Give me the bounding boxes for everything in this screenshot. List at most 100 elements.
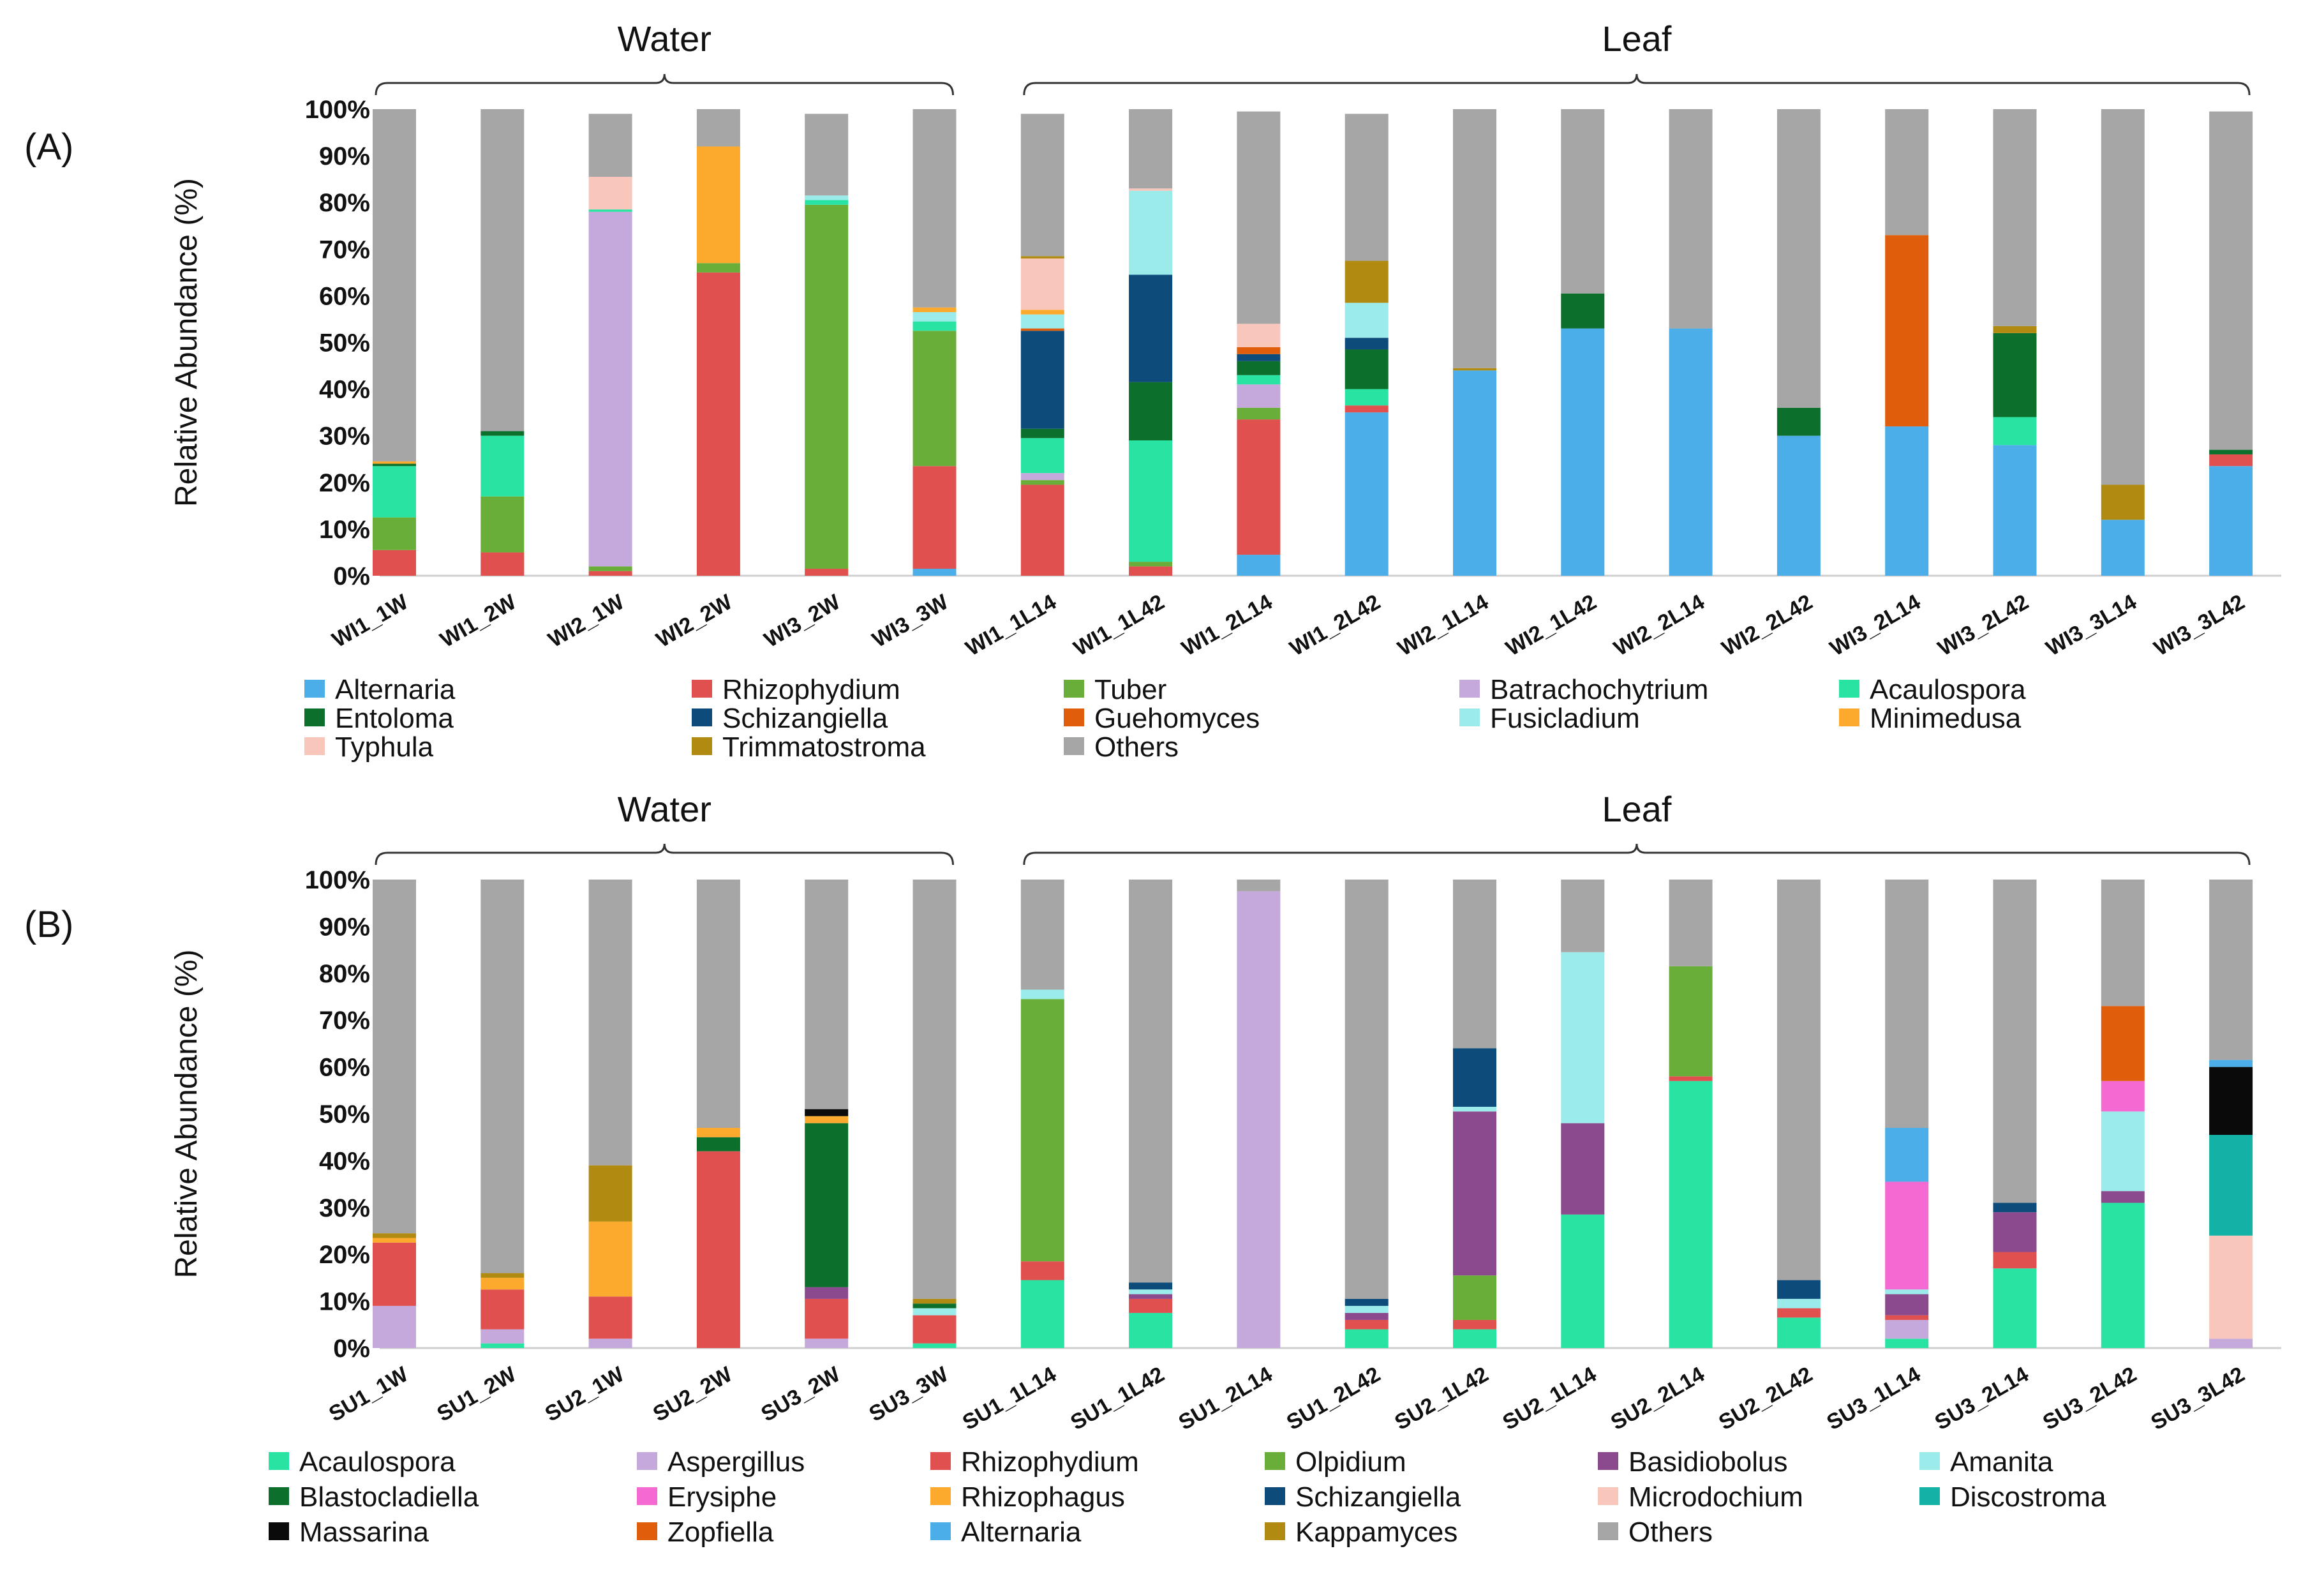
legend-swatch-kappamyces <box>1265 1522 1285 1540</box>
bar-segment-wi3-3w-acaulospora <box>912 321 957 331</box>
legend-label-minimedusa: Minimedusa <box>1870 703 2022 734</box>
bar-segment-wi3-2l42-alternaria <box>1993 445 2037 576</box>
bar-segment-wi3-2w-fusicladium <box>805 195 849 200</box>
bar-segment-su1-2w-kappamyces <box>480 1273 525 1278</box>
bar-segment-su2-2w-others <box>696 880 740 1128</box>
bar-segment-su1-1l42-schizangiella <box>1129 1282 1173 1290</box>
legend-label-microdochium: Microdochium <box>1628 1481 1803 1513</box>
bar-segment-su2-2l42-schizangiella <box>1777 1280 1821 1299</box>
bar-segment-su3-3w-amanita <box>912 1308 957 1315</box>
y-tick-label: 40% <box>319 1147 370 1175</box>
bar-segment-su3-1l14-basidiobolus <box>1885 1294 1929 1315</box>
bar-segment-su3-1l14-amanita <box>1885 1289 1929 1294</box>
bar-segment-wi1-2l14-tuber <box>1237 407 1281 420</box>
bar-segment-su1-1l42-rhizophydium <box>1129 1298 1173 1313</box>
bar-segment-su3-2w-rhizophagus <box>805 1116 849 1123</box>
bar-segment-wi1-1l14-others <box>1020 114 1064 257</box>
panel-label: (B) <box>24 904 73 945</box>
x-tick-label-wi1-1l14: WI1_1L14 <box>962 590 1061 661</box>
bar-segment-wi1-2l14-guehomyces <box>1237 347 1281 354</box>
bar-segment-su1-2w-acaulospora <box>480 1343 525 1348</box>
legend-swatch-acaulospora <box>269 1452 289 1470</box>
legend-swatch-blastocladiella <box>269 1487 289 1505</box>
x-tick-label-su2-1l42: SU2_1L42 <box>1390 1362 1493 1435</box>
bar-segment-su3-3l42-discostroma <box>2209 1135 2253 1236</box>
bar-segment-su2-2l42-acaulospora <box>1777 1317 1821 1348</box>
legend-swatch-acaulospora <box>1839 680 1859 698</box>
legend-label-guehomyces: Guehomyces <box>1094 703 1260 734</box>
bar-segment-wi3-2w-tuber <box>805 204 849 569</box>
bar-segment-su2-1l42-acaulospora <box>1453 1329 1496 1348</box>
bar-segment-wi1-2l42-others <box>1344 114 1389 261</box>
bar-segment-wi3-2l42-trimmatostroma <box>1993 326 2037 333</box>
bar-segment-su1-1l42-acaulospora <box>1129 1312 1173 1348</box>
legend-swatch-erysiphe <box>637 1487 657 1505</box>
bar-segment-su3-3w-kappamyces <box>912 1298 957 1304</box>
bar-segment-su1-2l14-aspergillus <box>1237 891 1281 1348</box>
bar-segment-wi1-1w-acaulospora <box>373 466 416 518</box>
bar-segment-wi3-3l42-rhizophydium <box>2209 454 2253 467</box>
bar-segment-su1-1l14-acaulospora <box>1020 1280 1064 1348</box>
bar-segment-wi1-2l42-schizangiella <box>1344 338 1389 350</box>
legend-label-acaulospora: Acaulospora <box>299 1446 456 1478</box>
bar-segment-su3-2w-blastocladiella <box>805 1123 849 1287</box>
bar-segment-su2-1l42-schizangiella <box>1453 1048 1496 1107</box>
legend-swatch-basidiobolus <box>1598 1452 1618 1470</box>
bar-segment-wi3-3l42-others <box>2209 111 2253 450</box>
x-tick-label-wi1-2l42: WI1_2L42 <box>1286 590 1385 661</box>
bar-segment-wi3-2l14-others <box>1885 109 1929 236</box>
legend-swatch-rhizophagus <box>930 1487 951 1505</box>
bar-segment-wi1-2l14-acaulospora <box>1237 375 1281 385</box>
bar-segment-su3-2l14-others <box>1993 880 2037 1203</box>
bar-segment-wi2-1w-batrachochytrium <box>588 211 632 567</box>
legend-label-others: Others <box>1628 1517 1713 1548</box>
legend-label-erysiphe: Erysiphe <box>667 1481 777 1513</box>
bar-segment-su2-1l14-amanita <box>1561 952 1605 1123</box>
x-tick-label-su2-1w: SU2_1W <box>541 1362 629 1427</box>
bar-segment-wi1-1l14-fusicladium <box>1020 314 1064 329</box>
bar-segment-wi3-3w-minimedusa <box>912 307 957 312</box>
y-tick-label: 90% <box>319 142 370 170</box>
legend-swatch-aspergillus <box>637 1452 657 1470</box>
x-tick-label-su1-1l14: SU1_1L14 <box>958 1362 1061 1435</box>
y-tick-label: 30% <box>319 423 370 451</box>
bar-segment-su3-2w-basidiobolus <box>805 1287 849 1299</box>
x-tick-label-su2-2w: SU2_2W <box>649 1362 737 1427</box>
bar-segment-wi2-1l42-alternaria <box>1561 328 1605 576</box>
bar-segment-su3-3w-blastocladiella <box>912 1303 957 1308</box>
legend-swatch-others <box>1598 1522 1618 1540</box>
legend-swatch-tuber <box>1064 680 1084 698</box>
bar-segment-wi3-3l42-alternaria <box>2209 466 2253 576</box>
bar-segment-wi3-2w-others <box>805 114 849 196</box>
bar-segment-su2-1l42-basidiobolus <box>1453 1111 1496 1276</box>
x-tick-label-su1-2l42: SU1_2L42 <box>1283 1362 1385 1435</box>
bar-segment-su3-2l14-schizangiella <box>1993 1203 2037 1213</box>
bar-segment-su2-2l14-rhizophydium <box>1669 1076 1713 1081</box>
bar-segment-su3-2w-rhizophydium <box>805 1298 849 1339</box>
bar-segment-su3-3w-acaulospora <box>912 1343 957 1348</box>
y-tick-label: 0% <box>333 562 370 590</box>
bar-segment-wi2-1w-others <box>588 114 632 177</box>
x-tick-label-wi2-2w: WI2_2W <box>652 590 737 653</box>
bar-segment-wi2-2l42-alternaria <box>1777 435 1821 576</box>
bar-segment-su1-2l14-others <box>1237 880 1281 892</box>
x-tick-label-wi3-3l14: WI3_3L14 <box>2042 590 2141 661</box>
legend-label-massarina: Massarina <box>299 1517 429 1548</box>
group-label-water: Water <box>618 789 711 829</box>
bar-segment-wi1-2l14-batrachochytrium <box>1237 384 1281 408</box>
bar-segment-su3-1l14-rhizophydium <box>1885 1315 1929 1320</box>
bar-segment-su1-2l42-amanita <box>1344 1305 1389 1313</box>
bar-segment-wi1-1l14-acaulospora <box>1020 438 1064 474</box>
y-tick-label: 70% <box>319 236 370 264</box>
x-tick-label-wi1-2l14: WI1_2L14 <box>1178 590 1277 661</box>
group-label-water: Water <box>618 19 711 59</box>
bar-segment-wi1-1w-tuber <box>373 517 416 550</box>
bar-segment-su3-2l42-amanita <box>2101 1111 2145 1192</box>
legend-label-olpidium: Olpidium <box>1295 1446 1406 1478</box>
legend-swatch-microdochium <box>1598 1487 1618 1505</box>
legend-label-basidiobolus: Basidiobolus <box>1628 1446 1788 1478</box>
bar-segment-wi1-1l42-typhula <box>1129 188 1173 191</box>
bar-segment-su1-1w-aspergillus <box>373 1305 416 1348</box>
y-tick-label: 80% <box>319 960 370 988</box>
bar-segment-wi1-1l14-batrachochytrium <box>1020 473 1064 481</box>
